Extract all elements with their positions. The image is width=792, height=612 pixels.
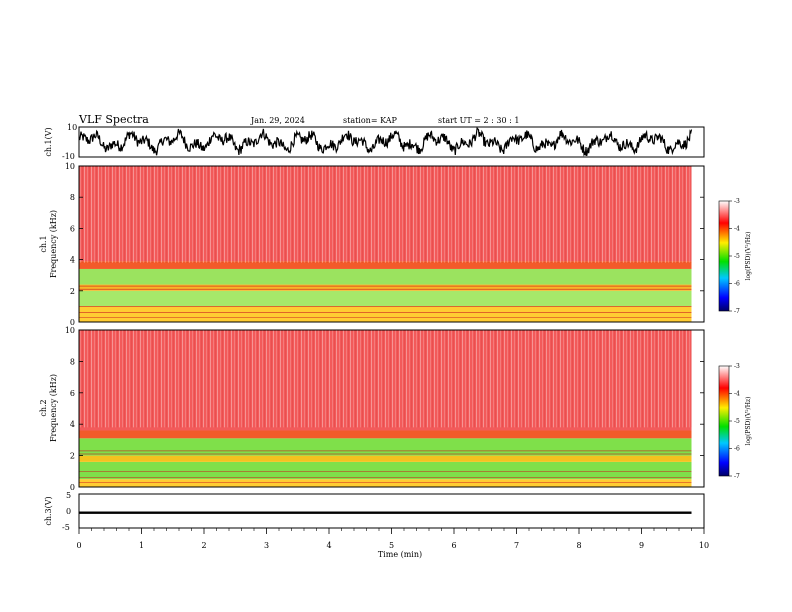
ch1-spec-band-4 <box>79 261 692 269</box>
ch1-spec-band-0 <box>79 306 692 322</box>
ch2-spec-texture <box>79 330 692 428</box>
ch1-spec-band-1 <box>79 290 692 307</box>
time-tick-label: 7 <box>514 541 519 550</box>
start-time-label: start UT = 2 : 30 : 1 <box>438 116 519 125</box>
ch2-spec-band-2 <box>79 455 692 462</box>
ch1-spec-ytick-label: 2 <box>70 287 75 296</box>
time-tick-label: 9 <box>639 541 644 550</box>
time-tick-label: 10 <box>699 541 709 550</box>
ch1-spec-ytick-label: 4 <box>70 256 75 265</box>
ch2-spec-ytick-label: 10 <box>65 326 75 335</box>
ch2-colorbar-label: log(PSD)(V²/Hz) <box>745 397 752 446</box>
ch1-colorbar-label: log(PSD)(V²/Hz) <box>745 232 752 281</box>
ch2-spec-ytick-label: 2 <box>70 452 75 461</box>
ch3-waveform-trace <box>79 511 692 514</box>
ch1-spec-ytick-label: 0 <box>70 318 75 327</box>
ch2-colorbar: -3 -4 -5 -6 -7 log(PSD)(V²/Hz) <box>718 363 752 480</box>
ch2-colorbar-tick-label: -5 <box>734 418 740 425</box>
time-tick-label: 1 <box>139 541 144 550</box>
ch1-waveform-trace <box>78 126 693 157</box>
ch1-ytick-bottom: -10 <box>62 152 75 161</box>
ch1-spec-band-3 <box>79 268 692 285</box>
ch2-spectrogram-panel: 10 8 6 4 2 0 ch.2 Frequency (kHz) <box>39 326 705 492</box>
ch1-colorbar-tick-label: -6 <box>734 281 740 288</box>
time-tick-label: 4 <box>326 541 331 550</box>
time-axis-label: Time (min) <box>378 550 422 559</box>
time-axis: 0 1 2 3 4 5 6 7 8 9 10 <box>76 528 709 550</box>
ch1-spec-texture <box>79 166 692 263</box>
ch1-spectrogram-panel: 10 8 6 4 2 0 ch.1 Frequency (kHz) <box>39 162 705 327</box>
ch2-colorbar-tick-label: -3 <box>734 363 740 370</box>
ch1-colorbar-tick-label: -5 <box>734 253 740 260</box>
ch2-spec-band-4 <box>79 430 692 439</box>
ch3-ytick-mid: 0 <box>66 507 71 516</box>
time-tick-label: 2 <box>201 541 206 550</box>
ch1-wave-ylabel: ch.1(V) <box>44 127 53 156</box>
date-label: Jan. 29, 2024 <box>250 116 305 125</box>
ch2-colorbar-tick-label: -6 <box>734 446 740 453</box>
ch2-spec-ylabel-freq: Frequency (kHz) <box>49 374 58 442</box>
ch1-colorbar-tick-label: -7 <box>734 308 740 315</box>
ch2-colorbar-tick-label: -4 <box>734 391 740 398</box>
ch1-waveform-panel: 10 -10 ch.1(V) <box>44 123 705 161</box>
ch1-spec-ytick-label: 10 <box>65 162 75 171</box>
time-tick-label: 8 <box>576 541 581 550</box>
ch2-spec-band-0 <box>79 479 692 487</box>
ch1-spec-ytick-label: 8 <box>70 193 75 202</box>
ch1-colorbar-tick-label: -3 <box>734 198 740 205</box>
ch2-spec-ytick-label: 8 <box>70 357 75 366</box>
time-tick-label: 3 <box>264 541 269 550</box>
ch1-spec-band-2 <box>79 284 692 291</box>
ch3-wave-ylabel: ch.3(V) <box>44 496 53 525</box>
time-tick-label: 5 <box>389 541 394 550</box>
ch2-spec-ytick-label: 4 <box>70 420 75 429</box>
ch2-spec-band-1 <box>79 461 692 480</box>
ch2-spec-ylabel-ch: ch.2 <box>39 399 48 416</box>
ch1-colorbar-tick-label: -4 <box>734 226 740 233</box>
ch2-spec-band-3 <box>79 438 692 456</box>
ch3-ytick-top: 5 <box>66 491 71 500</box>
ch1-spec-ylabel-freq: Frequency (kHz) <box>49 210 58 278</box>
ch2-spec-ytick-label: 0 <box>70 483 75 492</box>
ch1-spec-ylabel-ch: ch.1 <box>39 235 48 252</box>
ch2-spec-ytick-label: 6 <box>70 389 75 398</box>
ch1-ytick-top: 10 <box>67 123 77 132</box>
ch1-colorbar: -3 -4 -5 -6 -7 log(PSD)(V²/Hz) <box>718 198 752 315</box>
ch3-ytick-bottom: -5 <box>62 523 70 532</box>
ch1-spec-ytick-label: 6 <box>70 224 75 233</box>
station-label: station= KAP <box>343 116 398 125</box>
time-tick-label: 6 <box>451 541 456 550</box>
ch2-colorbar-tick-label: -7 <box>734 473 740 480</box>
ch3-waveform-panel: 5 0 -5 ch.3(V) <box>44 491 705 532</box>
figure-title: VLF Spectra <box>78 113 149 126</box>
time-tick-label: 0 <box>76 541 81 550</box>
